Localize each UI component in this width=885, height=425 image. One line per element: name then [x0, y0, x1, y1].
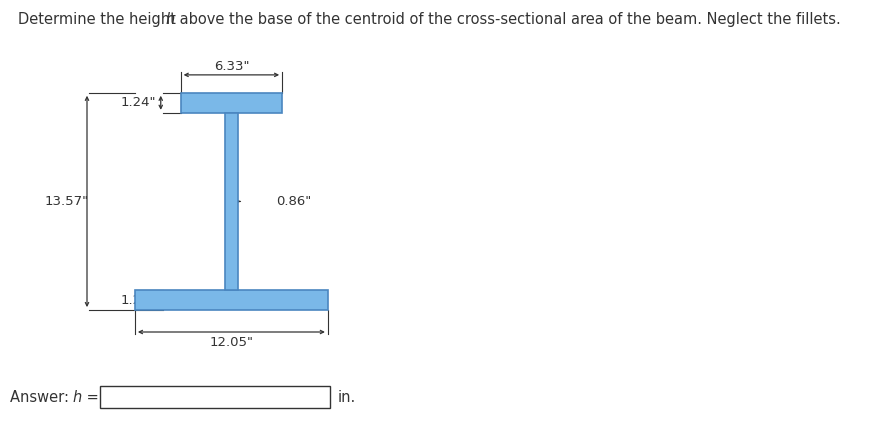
- Text: 13.57": 13.57": [45, 195, 89, 208]
- Text: above the base of the centroid of the cross-sectional area of the beam. Neglect : above the base of the centroid of the cr…: [174, 12, 841, 27]
- Text: in.: in.: [338, 389, 357, 405]
- Text: h: h: [165, 12, 175, 27]
- Text: =: =: [82, 389, 99, 405]
- Text: h: h: [72, 389, 81, 405]
- Text: 1.24": 1.24": [121, 96, 157, 109]
- Text: 12.05": 12.05": [210, 335, 253, 348]
- Text: 0.86": 0.86": [276, 195, 312, 208]
- Text: Answer:: Answer:: [10, 389, 73, 405]
- Text: Determine the height: Determine the height: [18, 12, 181, 27]
- Text: 6.33": 6.33": [213, 60, 250, 74]
- Text: 1.24": 1.24": [121, 294, 157, 306]
